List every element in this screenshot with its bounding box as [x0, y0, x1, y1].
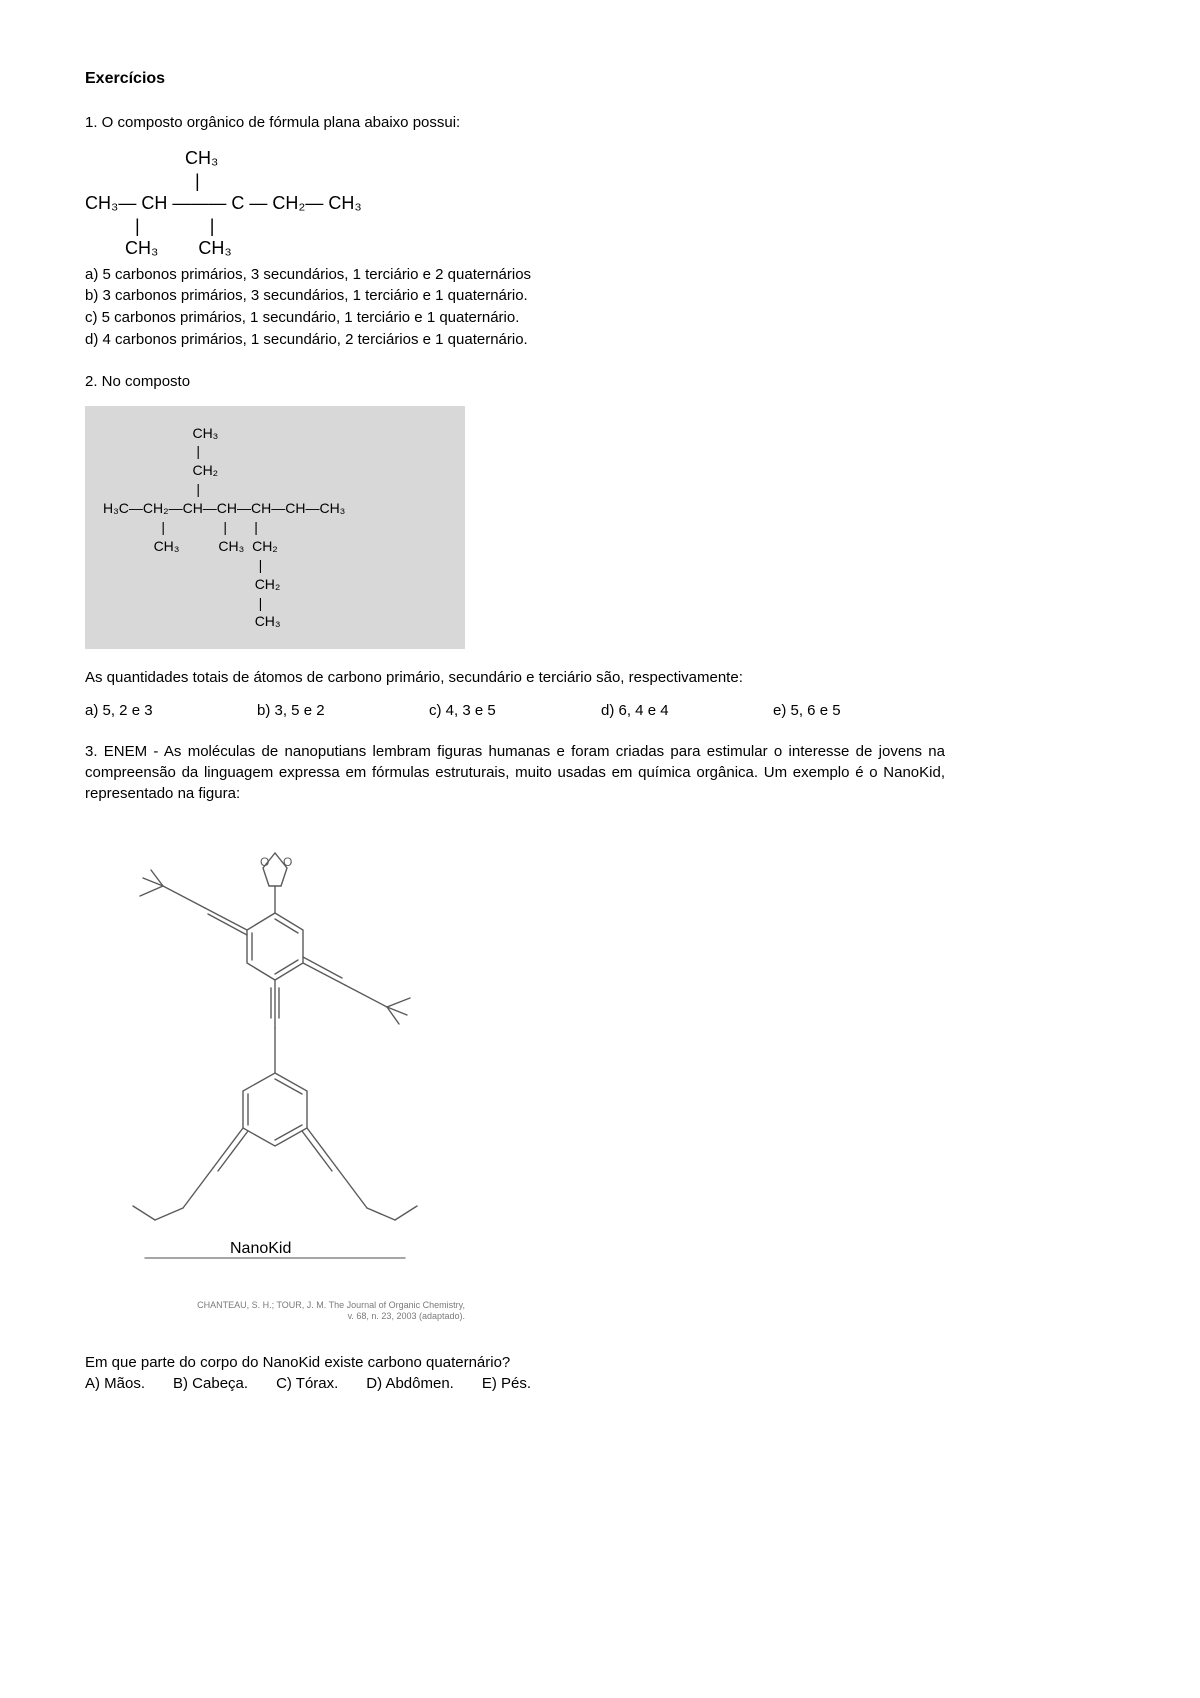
nanokid-svg: O O — [85, 818, 465, 1288]
page-title: Exercícios — [85, 70, 945, 88]
q1-option-a: a) 5 carbonos primários, 3 secundários, … — [85, 264, 945, 286]
formula-line: CH₃ — [103, 425, 218, 441]
q3-option-d: D) Abdômen. — [366, 1375, 454, 1392]
q2-structural-formula: CH₃ | CH₂ | H₃C—CH₂—CH—CH—CH—CH—CH₃ | | … — [103, 424, 447, 632]
q3-option-e: E) Pés. — [482, 1375, 531, 1392]
formula-line: CH₂ — [103, 576, 280, 592]
formula-line: | — [103, 443, 200, 459]
q3-question: Em que parte do corpo do NanoKid existe … — [85, 1352, 945, 1373]
q3-options: A) Mãos. B) Cabeça. C) Tórax. D) Abdômen… — [85, 1375, 945, 1392]
nanokid-figure: O O — [85, 818, 465, 1292]
q2-option-b: b) 3, 5 e 2 — [257, 702, 429, 719]
formula-line: CH₃— CH ——— C — CH₂— CH₃ — [85, 193, 362, 213]
q1-option-c: c) 5 carbonos primários, 1 secundário, 1… — [85, 307, 945, 329]
q1-option-b: b) 3 carbonos primários, 3 secundários, … — [85, 285, 945, 307]
q2-option-e: e) 5, 6 e 5 — [773, 702, 945, 719]
q2-option-c: c) 4, 3 e 5 — [429, 702, 601, 719]
q3-option-c: C) Tórax. — [276, 1375, 338, 1392]
page: Exercícios 1. O composto orgânico de fór… — [0, 0, 1030, 1472]
q3-prompt: 3. ENEM - As moléculas de nanoputians le… — [85, 741, 945, 804]
q2-structural-formula-box: CH₃ | CH₂ | H₃C—CH₂—CH—CH—CH—CH—CH₃ | | … — [85, 406, 465, 650]
q2-option-a: a) 5, 2 e 3 — [85, 702, 257, 719]
formula-line: CH₃ — [103, 613, 281, 629]
formula-line: | — [85, 171, 200, 191]
formula-line: CH₃ — [85, 148, 218, 168]
q1-structural-formula: CH₃ | CH₃— CH ——— C — CH₂— CH₃ | | CH₃ C… — [85, 147, 945, 260]
q1-prompt: 1. O composto orgânico de fórmula plana … — [85, 112, 945, 133]
formula-line: CH₃ CH₃ — [85, 238, 232, 258]
formula-line: H₃C—CH₂—CH—CH—CH—CH—CH₃ — [103, 500, 345, 516]
formula-line: | | — [85, 216, 214, 236]
q2-option-d: d) 6, 4 e 4 — [601, 702, 773, 719]
citation-line: CHANTEAU, S. H.; TOUR, J. M. The Journal… — [85, 1300, 465, 1311]
formula-line: CH₂ — [103, 462, 218, 478]
svg-text:O: O — [260, 855, 269, 869]
q3-option-b: B) Cabeça. — [173, 1375, 248, 1392]
formula-line: | | | — [103, 519, 258, 535]
q1-option-d: d) 4 carbonos primários, 1 secundário, 2… — [85, 329, 945, 351]
q3-citation: CHANTEAU, S. H.; TOUR, J. M. The Journal… — [85, 1300, 465, 1322]
q2-tail: As quantidades totais de átomos de carbo… — [85, 667, 945, 688]
nanokid-label-svg: NanoKid — [230, 1240, 291, 1257]
q2-prompt: 2. No composto — [85, 371, 945, 392]
formula-line: | — [103, 557, 262, 573]
svg-text:O: O — [283, 855, 292, 869]
formula-line: | — [103, 481, 200, 497]
q1-options: a) 5 carbonos primários, 3 secundários, … — [85, 264, 945, 351]
formula-line: | — [103, 595, 262, 611]
q2-options: a) 5, 2 e 3 b) 3, 5 e 2 c) 4, 3 e 5 d) 6… — [85, 702, 945, 719]
q3-option-a: A) Mãos. — [85, 1375, 145, 1392]
citation-line: v. 68, n. 23, 2003 (adaptado). — [85, 1311, 465, 1322]
formula-line: CH₃ CH₃ CH₂ — [103, 538, 278, 554]
